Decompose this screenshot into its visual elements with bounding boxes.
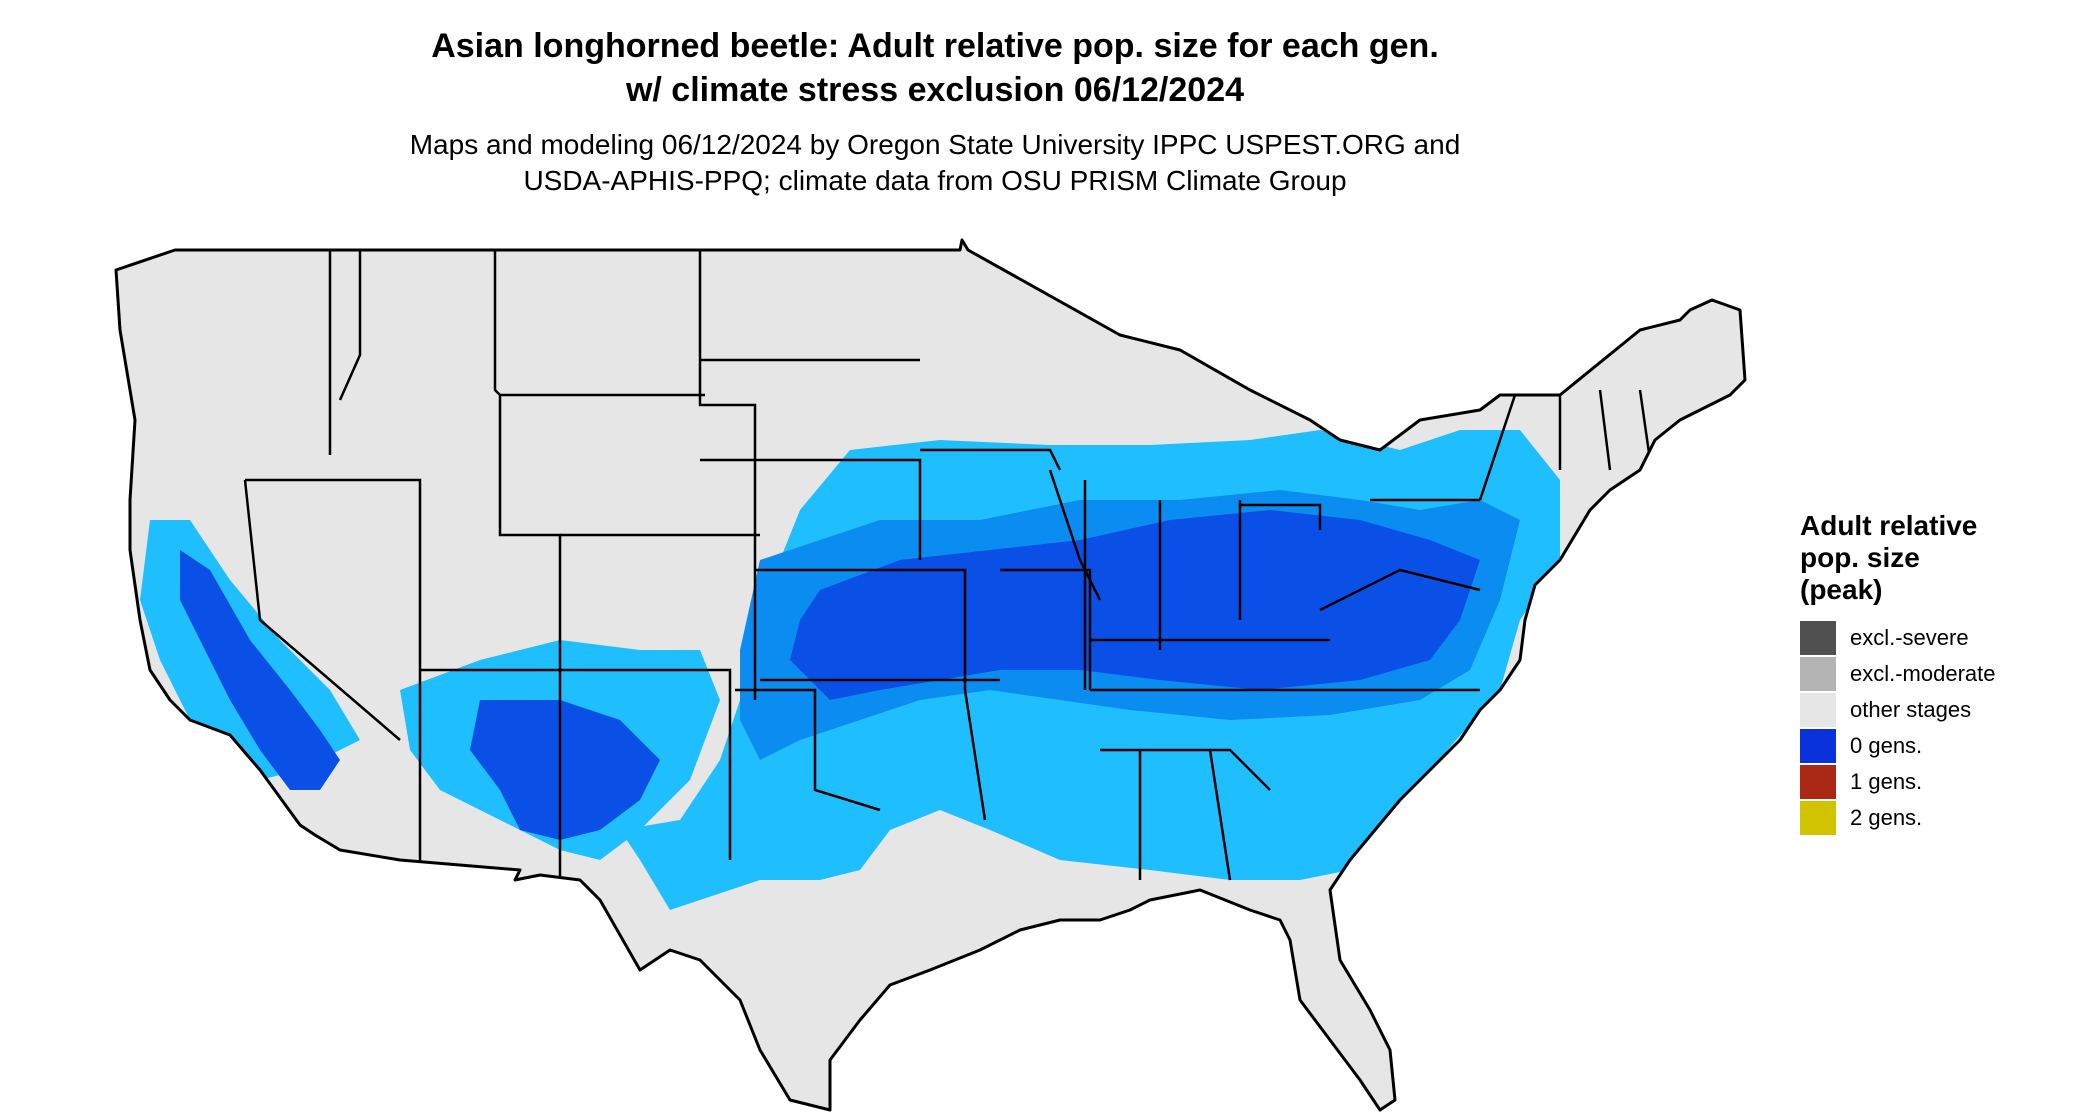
map-subtitle-line1: Maps and modeling 06/12/2024 by Oregon S… <box>409 129 1461 160</box>
legend-label: 0 gens. <box>1850 733 1923 758</box>
legend-swatch <box>1800 729 1836 763</box>
legend-title-line3: (peak) <box>1800 574 1883 605</box>
legend-label: other stages <box>1850 697 1972 722</box>
state-boundaries <box>243 250 1652 890</box>
legend-item: 1 gens. <box>1800 764 2080 800</box>
legend-label: excl.-moderate <box>1850 661 1996 686</box>
legend-item: excl.-moderate <box>1800 656 2080 692</box>
dark-blue-zone <box>790 510 1480 700</box>
legend-item: 2 gens. <box>1800 800 2080 836</box>
legend-swatch <box>1800 693 1836 727</box>
map-title-line2: w/ climate stress exclusion 06/12/2024 <box>625 71 1245 109</box>
legend-item: other stages <box>1800 692 2080 728</box>
legend: Adult relative pop. size (peak) excl.-se… <box>1800 510 2080 836</box>
legend-swatch <box>1800 621 1836 655</box>
legend-label: 1 gens. <box>1850 769 1923 794</box>
map-subtitle-line2: USDA-APHIS-PPQ; climate data from OSU PR… <box>523 165 1347 196</box>
legend-label: excl.-severe <box>1850 625 1969 650</box>
legend-item: 0 gens. <box>1800 728 2080 764</box>
dark-blue-zone-west <box>180 550 340 790</box>
legend-swatch <box>1800 765 1836 799</box>
legend-swatch <box>1800 657 1836 691</box>
legend-item: excl.-severe <box>1800 620 2080 656</box>
legend-items: excl.-severe excl.-moderate other stages 0 … <box>1800 620 2080 836</box>
legend-label: 2 gens. <box>1850 805 1923 830</box>
legend-swatch <box>1800 801 1836 835</box>
legend-title-line2: pop. size <box>1800 542 1920 573</box>
map-title-line1: Asian longhorned beetle: Adult relative … <box>431 27 1439 65</box>
dark-blue-zone-southwest <box>470 700 660 840</box>
legend-title-line1: Adult relative <box>1800 510 1978 541</box>
